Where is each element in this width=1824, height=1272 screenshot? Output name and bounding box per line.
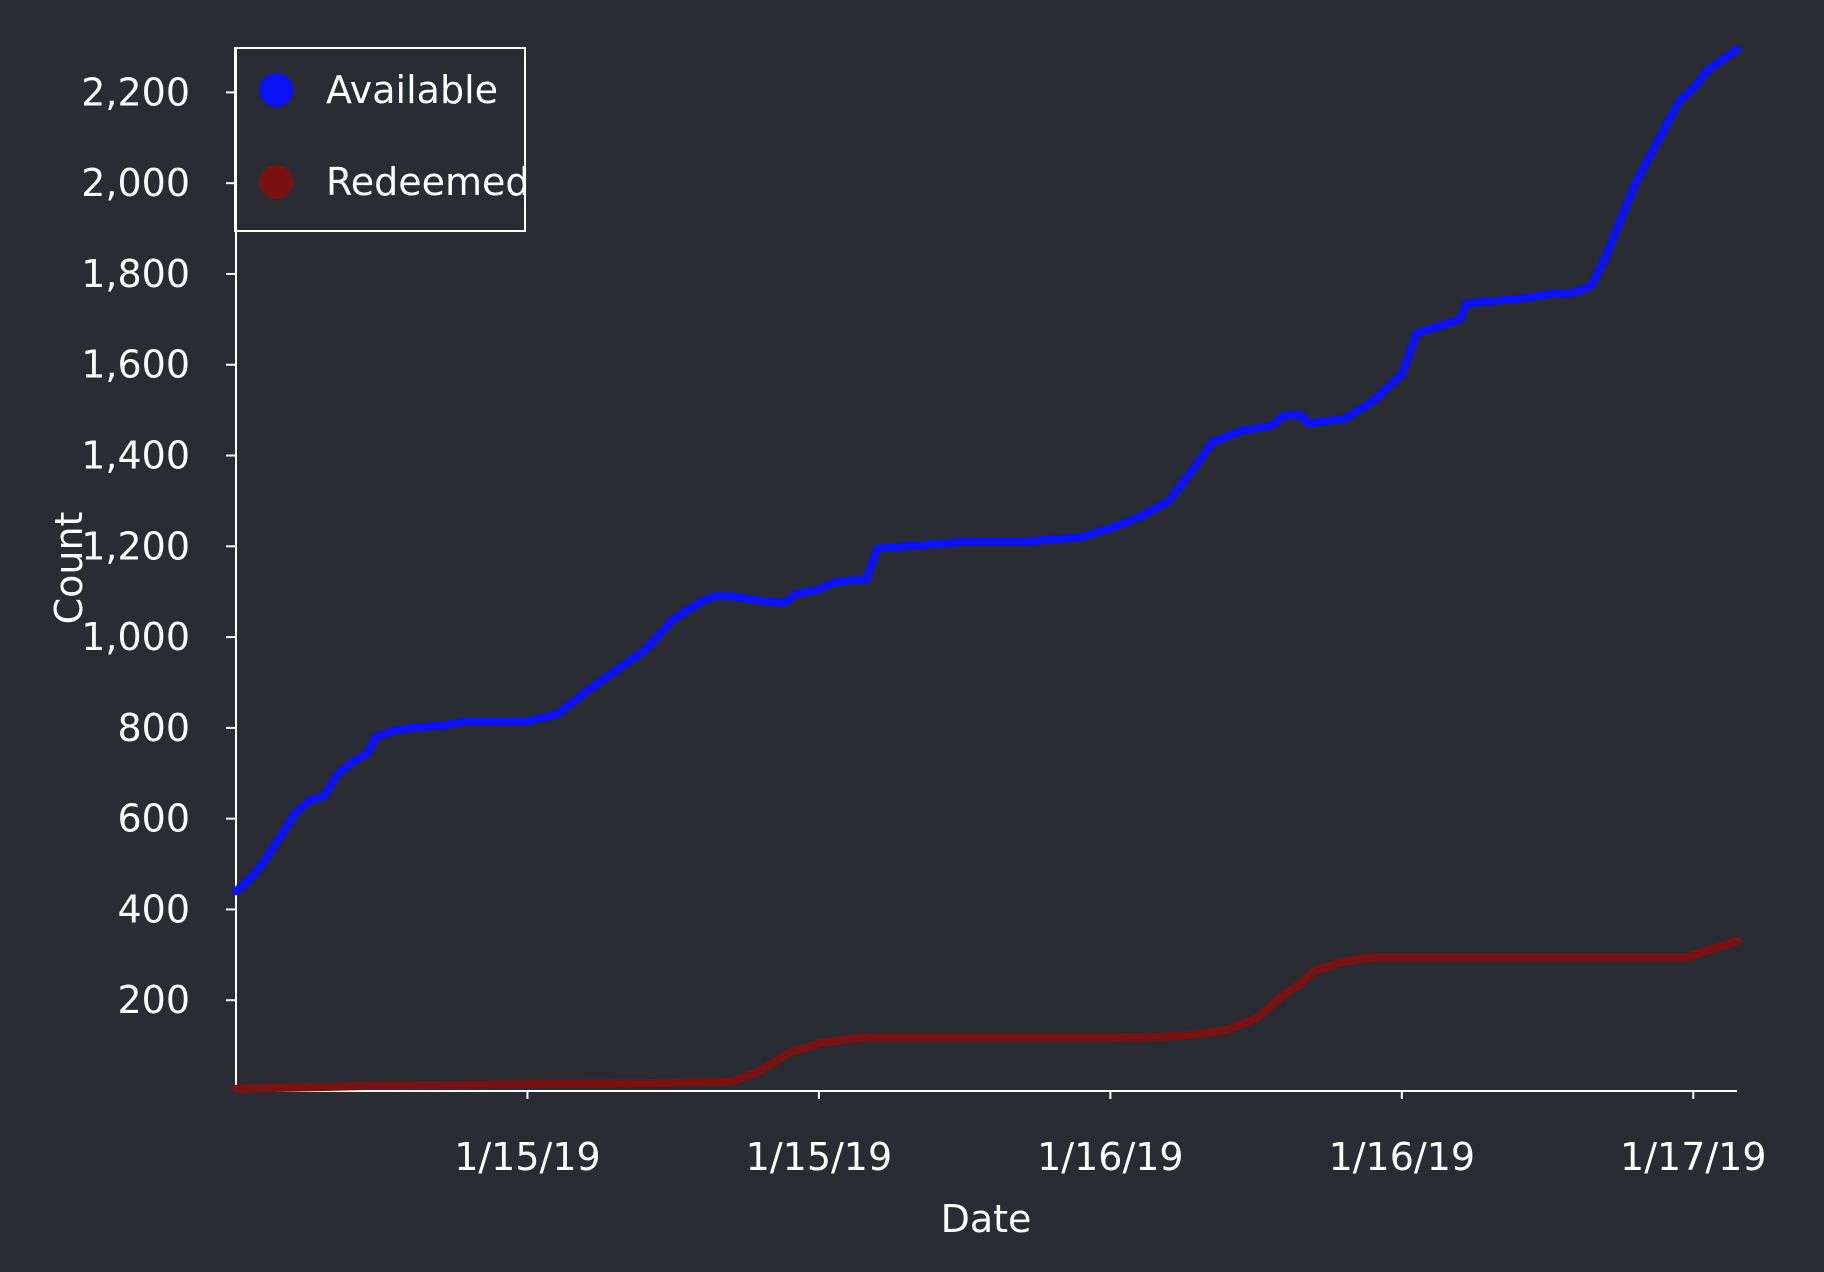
- y-tick-label: 1,600: [81, 343, 190, 387]
- legend-marker-redeemed: [259, 165, 293, 199]
- y-tick-label: 2,000: [81, 161, 190, 205]
- x-tick-label: 1/15/19: [454, 1135, 601, 1179]
- y-tick-label: 200: [117, 978, 190, 1022]
- y-tick-label: 1,400: [81, 434, 190, 478]
- y-tick-label: 600: [117, 797, 190, 841]
- y-tick-label: 1,800: [81, 252, 190, 296]
- series-layer: [232, 45, 1741, 1093]
- x-tick-label: 1/17/19: [1620, 1135, 1767, 1179]
- x-axis-label: Date: [941, 1197, 1032, 1241]
- legend-label-redeemed: Redeemed: [326, 160, 529, 204]
- legend-label-available: Available: [326, 68, 498, 112]
- y-axis-label: Count: [47, 512, 91, 625]
- y-tick-label: 400: [117, 887, 190, 931]
- x-tick-label: 1/16/19: [1037, 1135, 1184, 1179]
- y-tick-label: 800: [117, 706, 190, 750]
- legend: Available Redeemed: [234, 47, 529, 232]
- legend-box: [234, 47, 526, 232]
- series-line-redeemed: [232, 937, 1741, 1093]
- x-tick-label: 1/16/19: [1329, 1135, 1476, 1179]
- y-tick-label: 1,200: [81, 524, 190, 568]
- y-tick-label: 1,000: [81, 615, 190, 659]
- legend-marker-available: [259, 73, 293, 107]
- axes-layer: 200 400 600 800 1,000 1,200 1,400 1,600 1,800 2,0…: [81, 47, 1767, 1179]
- x-tick-label: 1/15/19: [746, 1135, 893, 1179]
- series-line-available: [232, 45, 1741, 896]
- y-tick-label: 2,200: [81, 70, 190, 114]
